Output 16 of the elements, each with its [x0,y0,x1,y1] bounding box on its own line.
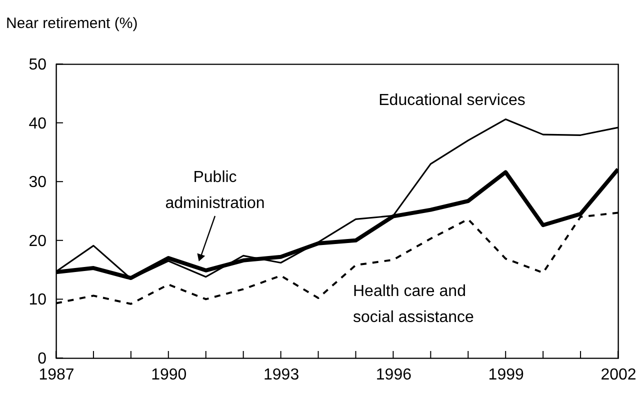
x-tick-label: 1990 [151,366,187,384]
y-axis-title: Near retirement (%) [6,15,138,32]
series-label: Educational services [378,92,526,109]
y-tick-label: 0 [38,350,47,368]
x-tick-label: 2002 [600,366,636,384]
y-tick-label: 30 [28,174,47,192]
x-tick-label: 1996 [376,366,412,384]
y-tick-label: 10 [28,292,47,309]
y-tick-label: 40 [28,115,47,132]
x-tick-label: 1993 [264,366,300,384]
x-tick-label: 1987 [38,366,74,384]
text: Public administration [165,169,265,212]
y-tick-label: 20 [28,232,47,250]
y-tick-label: 50 [28,56,47,74]
series-label: Health care and social assistance [353,283,474,326]
x-tick-label: 1999 [488,366,524,384]
